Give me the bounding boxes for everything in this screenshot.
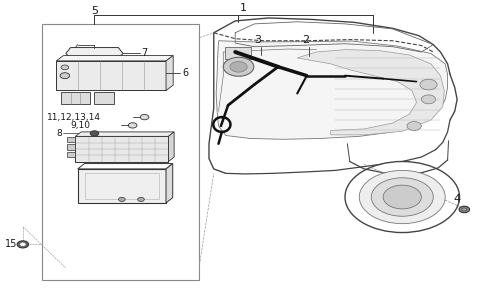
Polygon shape: [66, 47, 123, 58]
Text: 2: 2: [302, 36, 310, 46]
Polygon shape: [61, 92, 90, 104]
Circle shape: [61, 65, 69, 70]
Circle shape: [128, 123, 137, 128]
Polygon shape: [95, 92, 115, 104]
Text: 5: 5: [91, 6, 98, 17]
Circle shape: [345, 162, 459, 233]
Circle shape: [90, 131, 99, 136]
Polygon shape: [166, 164, 173, 203]
Text: 8: 8: [56, 129, 62, 138]
Circle shape: [60, 73, 70, 79]
Circle shape: [462, 208, 467, 211]
Circle shape: [140, 114, 149, 120]
Polygon shape: [168, 132, 174, 162]
Text: 9,10: 9,10: [71, 121, 91, 130]
Circle shape: [459, 206, 469, 213]
Circle shape: [360, 170, 445, 224]
Polygon shape: [166, 56, 173, 91]
Polygon shape: [56, 61, 166, 91]
Text: 1: 1: [240, 3, 247, 13]
Text: 4: 4: [454, 194, 461, 204]
Circle shape: [17, 241, 29, 248]
Polygon shape: [216, 41, 447, 139]
Circle shape: [230, 62, 247, 72]
Polygon shape: [78, 164, 173, 169]
Circle shape: [21, 243, 25, 246]
Polygon shape: [75, 132, 174, 136]
Circle shape: [421, 95, 436, 104]
Circle shape: [138, 197, 144, 201]
Polygon shape: [67, 137, 75, 142]
Polygon shape: [67, 144, 75, 150]
Bar: [42, 24, 199, 280]
Circle shape: [119, 197, 125, 201]
Polygon shape: [297, 50, 444, 135]
Polygon shape: [78, 169, 166, 203]
Polygon shape: [75, 136, 168, 162]
Circle shape: [383, 185, 421, 209]
Polygon shape: [67, 152, 75, 157]
Text: 15: 15: [5, 239, 18, 249]
Polygon shape: [56, 56, 173, 61]
Circle shape: [223, 57, 254, 76]
Text: 3: 3: [254, 36, 262, 46]
Bar: [225, 47, 251, 59]
Text: 6: 6: [183, 68, 189, 78]
Circle shape: [420, 79, 437, 90]
Circle shape: [371, 178, 433, 216]
Text: 7: 7: [141, 48, 147, 58]
Circle shape: [407, 121, 421, 130]
Text: 11,12,13,14: 11,12,13,14: [47, 113, 101, 122]
